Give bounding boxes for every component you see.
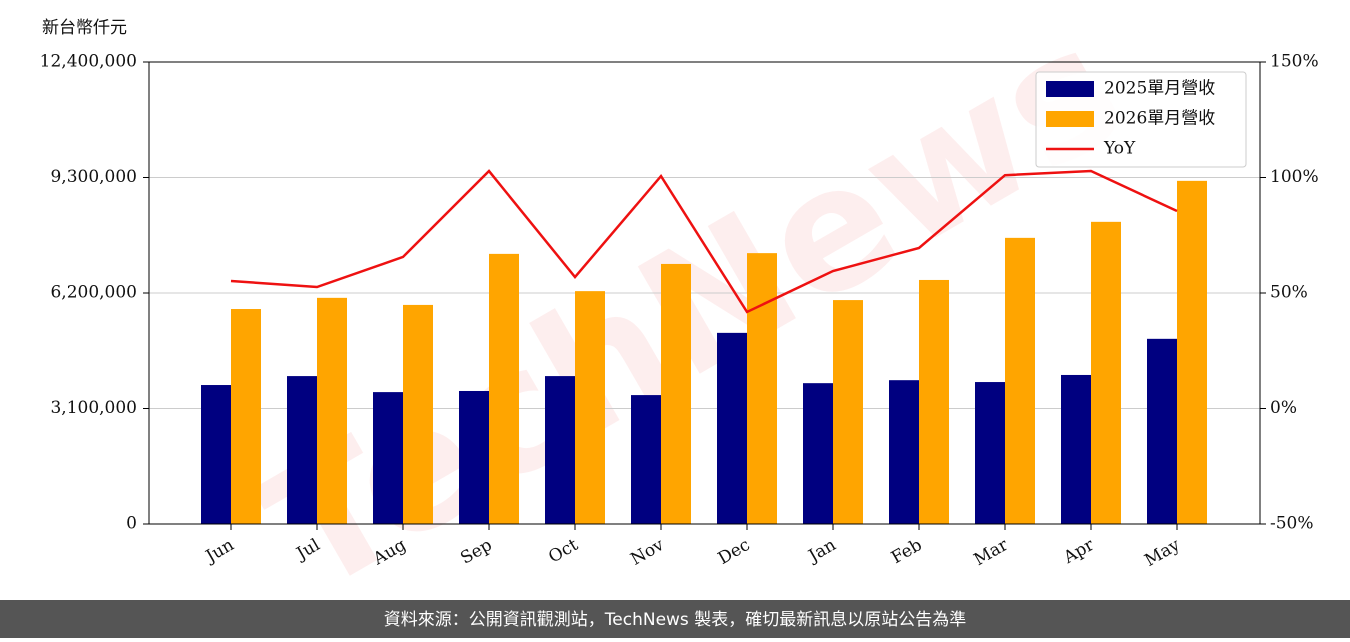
legend-swatch	[1046, 81, 1094, 97]
bar	[1061, 374, 1091, 524]
y2-tick-label: 150%	[1270, 52, 1319, 72]
bar	[919, 279, 949, 524]
y2-tick-label: 100%	[1270, 167, 1319, 187]
legend-label: 2025單月營收	[1104, 79, 1215, 99]
legend-swatch	[1046, 111, 1094, 127]
y2-tick-label: -50%	[1270, 514, 1314, 534]
x-tick-label: Oct	[545, 535, 581, 568]
y-tick-label: 0	[126, 514, 137, 534]
x-tick-label: May	[1141, 535, 1184, 571]
y-axis-label: 新台幣仟元	[42, 18, 127, 38]
plot-frame	[148, 61, 1261, 525]
x-tick-label: Apr	[1060, 535, 1099, 569]
x-tick-label: Mar	[971, 535, 1013, 571]
bar	[201, 385, 231, 524]
footer: 資料來源：公開資訊觀測站，TechNews 製表，確切最新訊息以原站公告為準	[384, 610, 966, 630]
x-tick-label: Jan	[804, 535, 840, 567]
line-series	[230, 169, 1178, 314]
bar	[661, 263, 691, 524]
bar	[833, 300, 863, 524]
bar	[459, 390, 489, 524]
bar	[631, 395, 661, 524]
bar	[1177, 180, 1207, 525]
bar	[373, 392, 403, 524]
y-tick-label: 3,100,000	[50, 398, 137, 418]
bar	[717, 332, 747, 524]
bar	[889, 380, 919, 524]
y-tick-label: 12,400,000	[40, 52, 137, 72]
bar	[1005, 237, 1035, 524]
footer-band	[0, 600, 1350, 638]
y-tick-label: 6,200,000	[50, 283, 137, 303]
x-tick-label: Feb	[888, 535, 926, 568]
bar	[747, 253, 777, 525]
bar	[975, 382, 1005, 524]
x-tick-label: Dec	[715, 535, 754, 569]
bar	[803, 383, 833, 524]
bar	[545, 376, 575, 524]
x-tick-label: Jun	[201, 535, 238, 568]
bar	[575, 291, 605, 524]
bar	[287, 376, 317, 524]
legend-label: YoY	[1103, 139, 1136, 159]
bar	[231, 309, 261, 524]
y2-tick-label: 0%	[1270, 398, 1297, 418]
bar	[489, 253, 519, 524]
legend-label: 2026單月營收	[1104, 109, 1215, 129]
x-tick-label: Nov	[627, 535, 667, 570]
bar	[403, 304, 433, 524]
bar	[317, 297, 347, 524]
y-tick-label: 9,300,000	[50, 167, 137, 187]
y2-tick-label: 50%	[1270, 283, 1308, 303]
bar	[1147, 338, 1177, 524]
bar	[1091, 221, 1121, 524]
